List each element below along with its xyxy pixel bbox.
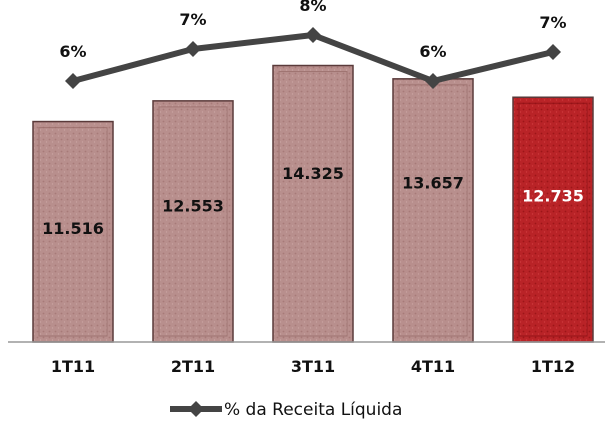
- bar-frame-1T12: [518, 102, 588, 337]
- bar-1T12: [512, 96, 594, 343]
- line-series: 6% 7% 8% 6% 7%: [59, 0, 567, 89]
- bar-frame-2T11: [158, 106, 228, 337]
- category-label-1T12: 1T12: [531, 357, 575, 376]
- line-point-3T11: [305, 27, 321, 43]
- line-point-1T11: [65, 73, 81, 89]
- bar-2T11: [152, 100, 234, 343]
- line-value-label-1T12: 7%: [539, 13, 566, 32]
- category-label-4T11: 4T11: [411, 357, 455, 376]
- line-point-1T12: [545, 44, 561, 60]
- line-value-label-1T11: 6%: [59, 42, 86, 61]
- line-value-label-4T11: 6%: [419, 42, 446, 61]
- bar-series: 11.516 12.553 14.325 13.657 12.735: [32, 64, 594, 343]
- bar-value-label-2T11: 12.553: [162, 196, 224, 215]
- legend-diamond-icon: [188, 401, 204, 417]
- legend: % da Receita Líquida: [170, 400, 402, 420]
- bar-3T11: [272, 64, 354, 343]
- bar-value-label-3T11: 14.325: [282, 164, 344, 183]
- line-value-label-3T11: 8%: [299, 0, 326, 15]
- bar-frame-1T11: [38, 127, 108, 337]
- category-label-1T11: 1T11: [51, 357, 95, 376]
- legend-label: % da Receita Líquida: [224, 400, 402, 420]
- category-label-3T11: 3T11: [291, 357, 335, 376]
- bar-frame-3T11: [278, 71, 348, 337]
- bar-value-label-1T11: 11.516: [42, 219, 104, 238]
- category-label-2T11: 2T11: [171, 357, 215, 376]
- bar-1T11: [32, 120, 114, 343]
- category-labels: 1T11 2T11 3T11 4T11 1T12: [51, 357, 575, 376]
- line-point-2T11: [185, 41, 201, 57]
- line-point-4T11: [425, 73, 441, 89]
- bar-value-label-1T12: 12.735: [522, 187, 584, 206]
- line-value-label-2T11: 7%: [179, 10, 206, 29]
- bar-4T11: [392, 78, 474, 343]
- bar-value-label-4T11: 13.657: [402, 173, 464, 192]
